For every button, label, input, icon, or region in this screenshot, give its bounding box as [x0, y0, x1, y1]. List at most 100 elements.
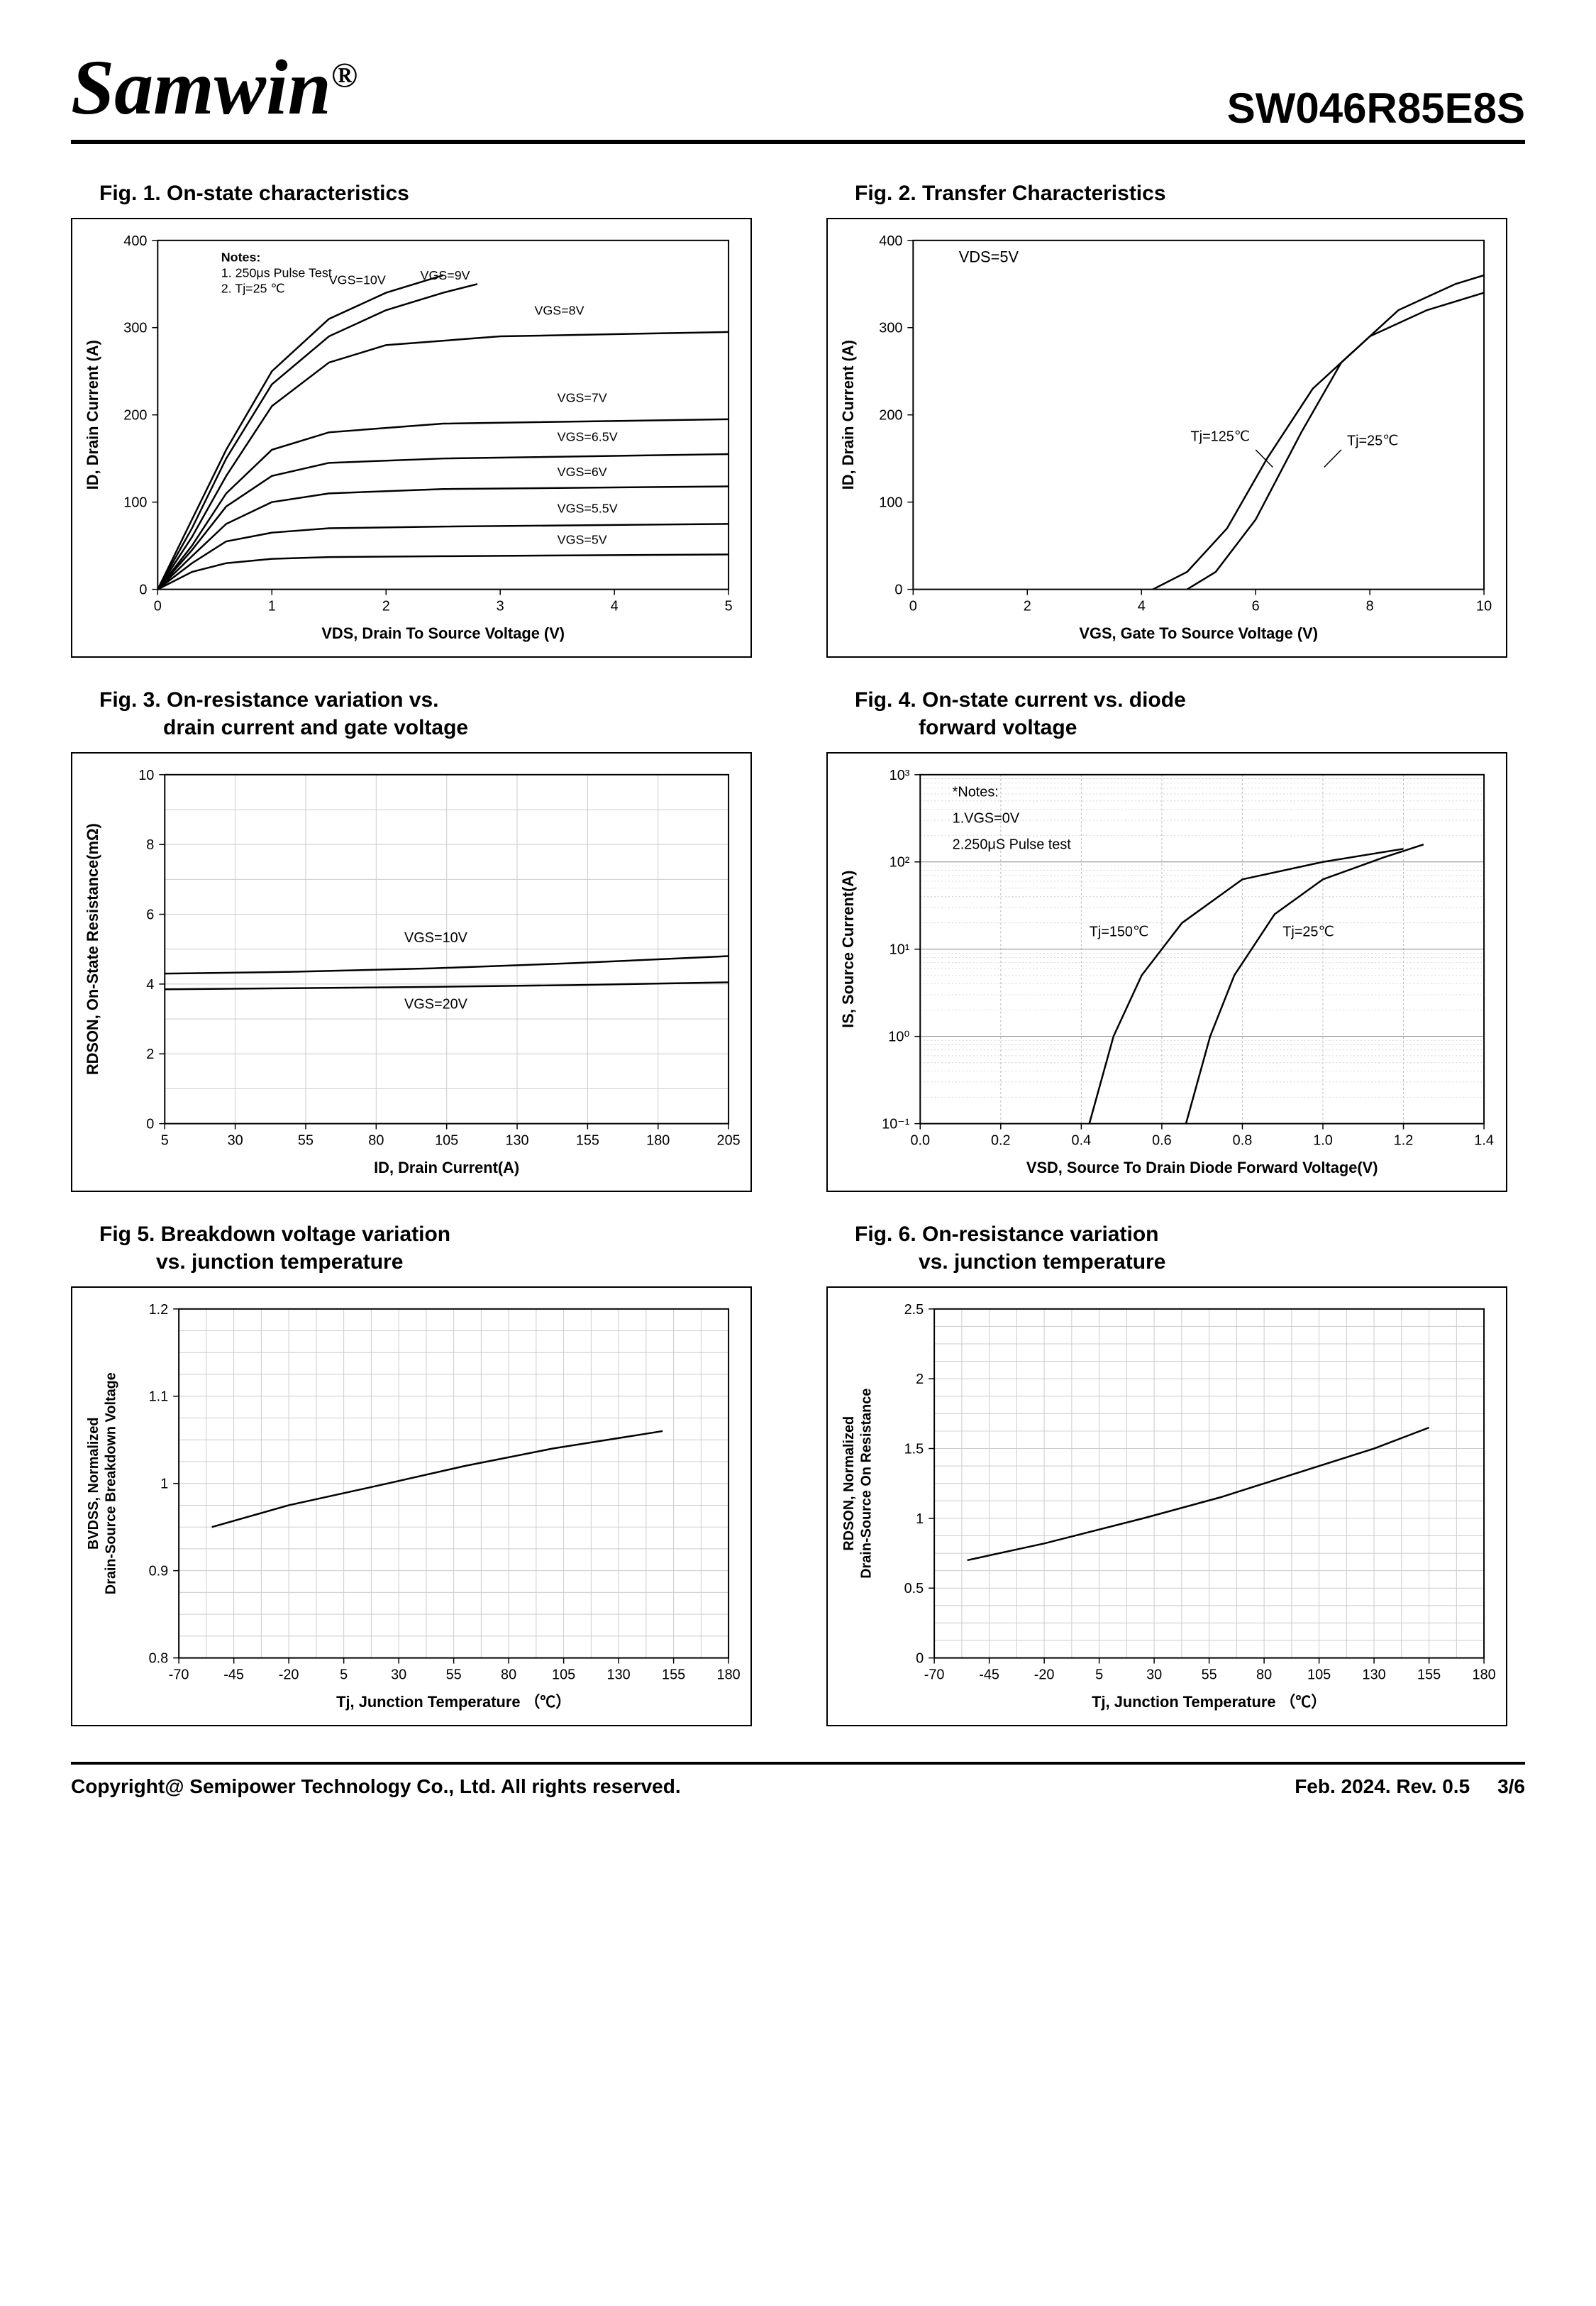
svg-text:1: 1 — [916, 1511, 924, 1527]
svg-text:180: 180 — [717, 1667, 741, 1682]
brand-text: Samwin — [71, 44, 331, 131]
svg-text:10⁰: 10⁰ — [888, 1030, 909, 1045]
svg-text:205: 205 — [717, 1132, 741, 1148]
svg-text:10: 10 — [1476, 598, 1492, 614]
fig5-title: Fig 5. Breakdown voltage variation vs. j… — [71, 1220, 770, 1276]
svg-text:1.2: 1.2 — [149, 1302, 169, 1318]
fig5-title-l1: Fig 5. Breakdown voltage variation — [99, 1223, 450, 1246]
fig4-cell: Fig. 4. On-state current vs. diode forwa… — [826, 686, 1525, 1192]
svg-text:200: 200 — [879, 408, 902, 424]
copyright-text: Copyright@ Semipower Technology Co., Ltd… — [71, 1775, 681, 1798]
svg-text:105: 105 — [1307, 1667, 1331, 1682]
svg-text:155: 155 — [576, 1132, 599, 1148]
svg-text:10²: 10² — [890, 855, 910, 871]
svg-text:180: 180 — [646, 1132, 670, 1148]
svg-text:8: 8 — [146, 837, 154, 853]
svg-text:1.4: 1.4 — [1474, 1132, 1494, 1148]
fig2-chart: 02468100100200300400VGS, Gate To Source … — [826, 218, 1507, 658]
svg-text:4: 4 — [1138, 598, 1146, 614]
svg-text:1.VGS=0V: 1.VGS=0V — [953, 810, 1020, 826]
fig3-title-l1: Fig. 3. On-resistance variation vs. — [99, 688, 439, 712]
svg-text:VGS=5.5V: VGS=5.5V — [558, 501, 618, 515]
svg-text:400: 400 — [879, 233, 902, 249]
svg-text:8: 8 — [1366, 598, 1374, 614]
svg-text:6: 6 — [1252, 598, 1260, 614]
svg-text:VGS=20V: VGS=20V — [404, 996, 468, 1012]
svg-text:300: 300 — [879, 321, 902, 336]
svg-text:0: 0 — [146, 1117, 154, 1132]
fig4-title-l2: forward voltage — [855, 716, 1077, 739]
svg-text:6: 6 — [146, 907, 154, 922]
brand-logo: Samwin® — [71, 43, 358, 133]
registered-mark: ® — [331, 55, 358, 94]
svg-text:30: 30 — [1146, 1667, 1162, 1682]
svg-text:0.6: 0.6 — [1152, 1132, 1172, 1148]
svg-text:VGS=8V: VGS=8V — [534, 303, 584, 317]
svg-text:0.5: 0.5 — [904, 1581, 924, 1596]
fig3-cell: Fig. 3. On-resistance variation vs. drai… — [71, 686, 770, 1192]
svg-text:VGS=5V: VGS=5V — [558, 533, 607, 547]
svg-text:IS, Source Current(A): IS, Source Current(A) — [839, 871, 857, 1028]
svg-text:30: 30 — [391, 1667, 406, 1682]
svg-text:0: 0 — [894, 583, 902, 598]
svg-text:2.250μS Pulse test: 2.250μS Pulse test — [953, 837, 1072, 852]
svg-text:Tj=150℃: Tj=150℃ — [1090, 924, 1149, 939]
svg-text:10³: 10³ — [890, 768, 910, 783]
fig1-chart: 0123450100200300400VDS, Drain To Source … — [71, 218, 752, 658]
fig6-title-l2: vs. junction temperature — [855, 1250, 1165, 1274]
svg-text:VGS=10V: VGS=10V — [404, 930, 468, 946]
svg-text:ID, Drain Current (A): ID, Drain Current (A) — [84, 340, 101, 490]
svg-text:0: 0 — [154, 598, 162, 614]
svg-text:2: 2 — [916, 1372, 924, 1387]
svg-text:-20: -20 — [279, 1667, 299, 1682]
svg-text:300: 300 — [123, 321, 147, 336]
svg-text:1: 1 — [160, 1477, 168, 1492]
fig5-chart: -70-45-2053055801051301551800.80.911.11.… — [71, 1286, 752, 1726]
svg-text:2: 2 — [1024, 598, 1031, 614]
svg-text:4: 4 — [611, 598, 619, 614]
svg-text:4: 4 — [146, 977, 154, 993]
svg-text:-20: -20 — [1034, 1667, 1055, 1682]
fig3-chart: 53055801051301551802050246810ID, Drain C… — [71, 752, 752, 1192]
svg-text:2.5: 2.5 — [904, 1302, 924, 1318]
svg-text:Tj, Junction Temperature （℃）: Tj, Junction Temperature （℃） — [336, 1693, 571, 1711]
svg-text:10⁻¹: 10⁻¹ — [882, 1117, 910, 1132]
svg-text:VGS=10V: VGS=10V — [329, 272, 386, 287]
svg-text:0: 0 — [909, 598, 917, 614]
svg-text:VGS=7V: VGS=7V — [558, 390, 607, 404]
fig2-cell: Fig. 2. Transfer Characteristics 0246810… — [826, 180, 1525, 658]
svg-text:130: 130 — [607, 1667, 631, 1682]
svg-text:RDSON, Normalized: RDSON, Normalized — [841, 1416, 857, 1551]
svg-text:5: 5 — [1095, 1667, 1103, 1682]
revision-page: Feb. 2024. Rev. 0.5 3/6 — [1295, 1775, 1525, 1798]
svg-text:VDS=5V: VDS=5V — [959, 248, 1019, 266]
svg-text:Tj=125℃: Tj=125℃ — [1191, 429, 1251, 445]
svg-text:Drain-Source On Resistance: Drain-Source On Resistance — [859, 1389, 875, 1579]
svg-text:0.4: 0.4 — [1072, 1132, 1092, 1148]
svg-text:0.2: 0.2 — [991, 1132, 1011, 1148]
svg-text:130: 130 — [1363, 1667, 1386, 1682]
svg-text:5: 5 — [725, 598, 733, 614]
svg-text:RDSON, On-State Resistance(mΩ): RDSON, On-State Resistance(mΩ) — [84, 823, 101, 1075]
svg-text:BVDSS, Normalized: BVDSS, Normalized — [86, 1417, 101, 1550]
fig3-title: Fig. 3. On-resistance variation vs. drai… — [71, 686, 770, 741]
svg-text:0.0: 0.0 — [910, 1132, 930, 1148]
svg-text:0.8: 0.8 — [1233, 1132, 1253, 1148]
svg-text:100: 100 — [123, 495, 147, 511]
svg-text:10¹: 10¹ — [890, 942, 910, 958]
svg-text:Tj=25℃: Tj=25℃ — [1347, 434, 1399, 449]
svg-text:3: 3 — [497, 598, 504, 614]
fig5-cell: Fig 5. Breakdown voltage variation vs. j… — [71, 1220, 770, 1726]
fig4-title: Fig. 4. On-state current vs. diode forwa… — [826, 686, 1525, 741]
fig3-title-l2: drain current and gate voltage — [99, 716, 468, 739]
svg-text:2: 2 — [382, 598, 390, 614]
svg-text:180: 180 — [1473, 1667, 1496, 1682]
fig6-chart: -70-45-20530558010513015518000.511.522.5… — [826, 1286, 1507, 1726]
svg-text:80: 80 — [501, 1667, 516, 1682]
svg-text:0: 0 — [916, 1651, 924, 1667]
svg-text:155: 155 — [1417, 1667, 1441, 1682]
svg-text:0.9: 0.9 — [149, 1564, 169, 1579]
svg-text:1.2: 1.2 — [1394, 1132, 1414, 1148]
fig6-title-l1: Fig. 6. On-resistance variation — [855, 1223, 1158, 1246]
svg-text:1: 1 — [268, 598, 276, 614]
